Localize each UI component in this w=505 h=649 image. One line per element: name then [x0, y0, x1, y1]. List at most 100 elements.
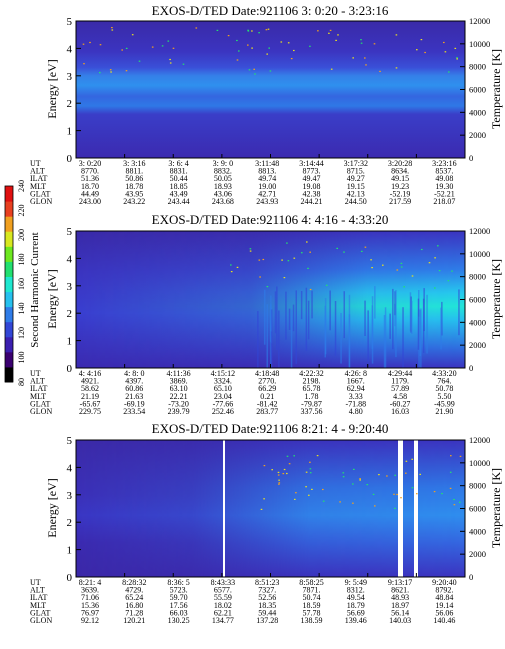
orbit-value: 244.50 — [345, 197, 367, 206]
orbit-value: 65.10 — [214, 384, 232, 393]
temperature-tick-label: 12000 — [469, 435, 490, 445]
orbit-value: 3324. — [214, 377, 232, 386]
data-speck — [216, 29, 219, 31]
temperature-tick-label: 4000 — [469, 526, 486, 536]
data-streak — [343, 291, 345, 339]
data-streak — [290, 309, 293, 368]
orbit-row-label: UT — [30, 369, 41, 378]
orbit-value: 8621. — [391, 586, 409, 595]
data-speck — [169, 58, 171, 61]
data-streak — [348, 294, 351, 368]
data-speck — [360, 42, 363, 44]
data-speck — [286, 455, 289, 457]
orbit-value: 6577. — [214, 586, 232, 595]
orbit-value: 42.38 — [303, 189, 321, 198]
data-speck — [433, 491, 436, 493]
data-speck — [121, 49, 123, 51]
energy-tick-label: 2 — [67, 98, 73, 110]
orbit-value: 8:58:25 — [299, 578, 323, 587]
data-speck — [366, 484, 369, 486]
panel-3-dots — [260, 455, 462, 510]
data-speck — [309, 251, 311, 253]
energy-tick-label: 5 — [67, 16, 73, 28]
data-speck — [342, 472, 345, 474]
colorbar-cell — [5, 291, 13, 308]
orbit-value: 8792. — [435, 586, 453, 595]
data-speck — [309, 45, 311, 47]
orbit-value: 3:17:32 — [344, 159, 368, 168]
data-speck — [195, 27, 198, 29]
data-streak — [264, 289, 266, 345]
data-speck — [172, 47, 175, 49]
panel-2-left-axis: 0 1 2 3 4 5 — [67, 226, 466, 375]
orbit-value: 48.84 — [435, 593, 453, 602]
panel-3-orbit-table: UT 8:21: 4 8:28:32 8:36: 5 8:43:33 8:51:23 8:5… — [30, 578, 457, 625]
data-speck — [293, 257, 296, 259]
orbit-value: 57.78 — [303, 608, 321, 617]
data-speck — [353, 468, 355, 470]
orbit-row-label: GLON — [30, 197, 52, 206]
colorbar: 80 100 120 140 160 180 200 220 240 Second Harmon… — [4, 180, 41, 386]
data-speck — [278, 479, 280, 481]
colorbar-cell — [5, 261, 13, 277]
data-speck — [441, 493, 443, 495]
data-speck — [400, 266, 403, 268]
colorbar-tick-label: 240 — [17, 180, 26, 192]
energy-tick-label: 3 — [67, 490, 73, 502]
orbit-value: 71.28 — [125, 608, 143, 617]
panel-1: EXOS-D/TED Date:921106 3: 0:20 - 3:23:16… — [30, 3, 503, 206]
orbit-value: 49.15 — [391, 174, 409, 183]
data-streak — [292, 304, 295, 332]
data-speck — [309, 468, 312, 470]
data-streak — [371, 296, 374, 364]
data-streak — [266, 304, 268, 368]
orbit-value: 19.23 — [391, 182, 409, 191]
data-speck — [328, 32, 330, 34]
orbit-value: 8811. — [125, 167, 143, 176]
orbit-value: 19.15 — [347, 182, 365, 191]
data-speck — [265, 29, 268, 31]
data-streak — [324, 298, 327, 355]
data-speck — [99, 72, 101, 74]
data-speck — [405, 460, 408, 462]
data-speck — [182, 63, 185, 65]
data-speck — [428, 262, 431, 264]
orbit-row-label: GLON — [30, 407, 52, 416]
data-speck — [247, 44, 249, 46]
orbit-value: 2770. — [258, 377, 276, 386]
orbit-value: 8770. — [81, 167, 99, 176]
orbit-value: 49.74 — [258, 174, 276, 183]
orbit-value: -71.88 — [345, 399, 366, 408]
data-speck — [295, 492, 297, 494]
data-speck — [395, 34, 398, 36]
orbit-value: 50.05 — [214, 174, 232, 183]
orbit-value: 3:14:44 — [299, 159, 323, 168]
orbit-value: 4:33:20 — [432, 369, 456, 378]
temperature-tick-label: 0 — [469, 363, 473, 373]
panel-2-y2label: Temperature [K] — [489, 259, 503, 339]
orbit-value: 243.44 — [168, 197, 190, 206]
orbit-value: 3: 9: 0 — [213, 159, 233, 168]
data-speck — [456, 58, 458, 60]
temperature-tick-label: 4000 — [469, 317, 486, 327]
orbit-row-label: MLT — [30, 182, 46, 191]
orbit-value: 8537. — [435, 167, 453, 176]
panel-3-title: EXOS-D/TED Date:921106 8:21: 4 - 9:20:40 — [152, 421, 389, 436]
orbit-value: 4.58 — [393, 392, 407, 401]
colorbar-cell — [5, 351, 13, 368]
data-speck — [258, 259, 261, 261]
temperature-tick-label: 10000 — [469, 458, 490, 468]
data-speck — [151, 46, 154, 48]
colorbar-cell — [5, 201, 13, 217]
orbit-value: 16.80 — [125, 601, 143, 610]
data-speck — [359, 479, 361, 481]
orbit-value: 140.46 — [433, 616, 455, 625]
orbit-value: -65.67 — [80, 399, 101, 408]
data-speck — [294, 498, 296, 500]
orbit-value: 18.59 — [303, 601, 321, 610]
data-speck — [277, 474, 280, 476]
orbit-value: 130.25 — [168, 616, 190, 625]
data-streak — [402, 307, 404, 368]
orbit-row-label: GLAT — [30, 189, 51, 198]
orbit-value: 3: 0:20 — [79, 159, 101, 168]
